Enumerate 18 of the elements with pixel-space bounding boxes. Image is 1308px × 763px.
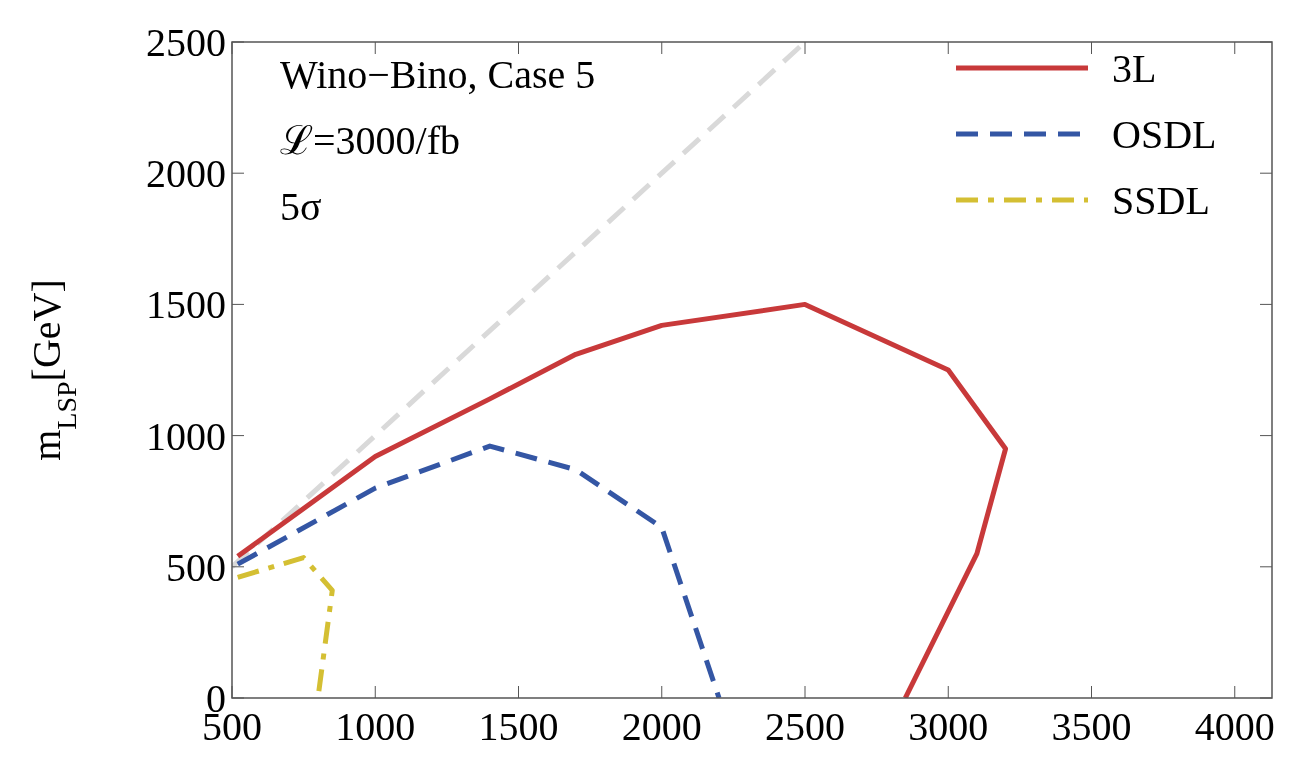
annotation: 5σ [280,184,322,229]
x-tick-label: 2000 [621,704,702,749]
y-tick-label: 2500 [146,20,226,65]
x-tick-label: 4000 [1194,704,1275,749]
y-tick-label: 2000 [146,151,226,197]
x-tick-label: 3500 [1051,704,1132,749]
x-tick-label: 3000 [908,704,989,749]
legend-label: OSDL [1112,112,1217,157]
annotation: ℒ=3000/fb [280,118,460,163]
y-tick-label: 500 [166,544,226,590]
legend-label: SSDL [1112,178,1210,223]
x-tick-label: 2500 [765,704,845,749]
x-tick-label: 1500 [478,704,559,749]
annotation: Wino−Bino, Case 5 [280,52,596,97]
text: 3L [1112,46,1157,91]
y-tick-label: 1500 [146,282,226,328]
y-tick-label: 1000 [146,413,226,459]
x-tick-label: 1000 [335,704,416,749]
